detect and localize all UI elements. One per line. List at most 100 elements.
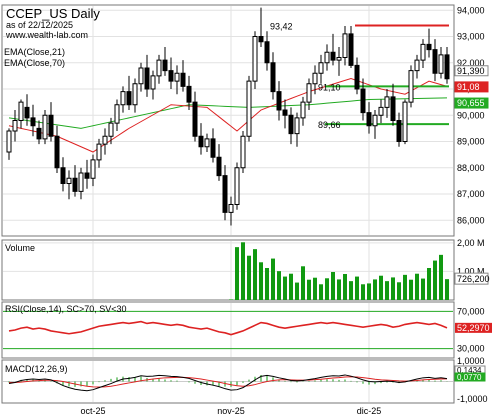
volume-bar [253,249,257,300]
candle-body [72,177,78,192]
rsi-series [3,310,453,350]
volume-bar [397,282,401,300]
candle-body [186,85,192,103]
last-value-label: 90,655 [457,98,485,108]
volume-title: Volume [5,243,35,253]
price-annotation: 91,10 [318,82,341,92]
candle-body [294,117,300,135]
candle-body [354,64,360,90]
volume-bar [391,277,395,300]
candle-body [42,114,48,140]
candle-body [48,114,54,137]
volume-bar [337,279,341,300]
volume-bar [235,247,239,300]
candle-body [384,96,390,108]
candle-body [360,88,366,114]
macd-line [8,374,448,392]
last-value-labels: 91,390 91,08 90,655 726,200 52,2970 0,14340,0… [454,65,492,382]
candle-body [24,106,30,119]
candle-body [102,135,108,145]
volume-bar [325,278,329,300]
price-tick-label: 87,000 [457,189,485,199]
volume-bars [229,242,449,300]
candle-body [252,36,258,82]
candle-body [78,172,84,192]
volume-bar [343,274,347,300]
macd-last-label: 0,1434 [457,366,482,375]
candle-body [390,96,396,121]
macd-last-label: 0,0770 [457,373,482,382]
candle-body [228,204,234,213]
candle-body [414,59,420,72]
price-tick-label: 89,000 [457,137,485,147]
price-annotation: 89,66 [318,120,341,130]
macd-tick-label: -1,0000 [457,394,488,404]
candle-body [282,109,288,116]
candle-body [156,59,162,77]
candle-body [66,177,72,184]
candlesticks [6,7,450,226]
volume-bar [319,284,323,300]
candle-body [288,114,294,135]
candle-body [210,138,216,158]
volume-last-box [454,272,489,285]
candle-body [402,101,408,142]
candle-body [342,33,348,58]
volume-bar [229,299,233,300]
rsi-line [8,320,448,336]
volume-bar [349,281,353,300]
candle-body [330,51,336,61]
macd-signal-line [9,376,448,388]
candle-body [270,62,276,93]
volume-bar [295,282,299,300]
candle-body [240,135,246,169]
volume-last-label: 726,200 [457,274,490,284]
last-value-label: 91,390 [457,66,485,76]
price-tick-label: 90,000 [457,110,485,120]
candle-body [6,130,12,153]
volume-tick-label: 2,00 M [457,238,485,248]
price-pane [1,4,455,237]
rsi-tick-label: 70,000 [457,306,485,316]
candle-body [246,80,252,137]
macd-series [8,374,448,392]
candle-body [438,54,444,74]
price-tick-label: 94,000 [457,5,485,15]
last-value-box [454,97,489,109]
candle-body [60,167,66,184]
as-of-date: as of 22/12/2025 [6,20,73,30]
candle-body [372,114,378,127]
candle-body [192,101,198,137]
volume-bar [433,260,437,300]
last-value-box [454,65,489,77]
candle-body [120,91,126,106]
candle-body [36,127,42,140]
price-tick-label: 86,000 [457,215,485,225]
candle-body [312,72,318,85]
price-tick-label: 92,000 [457,58,485,68]
candle-body [306,83,312,103]
volume-bar [427,268,431,300]
candle-body [198,135,204,148]
volume-bar [313,277,317,300]
support-resistance-levels [325,24,449,126]
price-tick-label: 88,000 [457,163,485,173]
volume-bar [421,278,425,300]
macd-title: MACD(12,26,9) [5,364,68,374]
volume-bar [403,274,407,300]
volume-bar [445,279,449,300]
volume-bar [259,262,263,300]
price-axis: 94,00093,00092,00091,00090,00089,00088,0… [457,5,488,404]
candle-body [378,106,384,116]
candle-body [222,175,228,213]
candle-body [258,36,264,43]
volume-bar [277,271,281,300]
volume-bar [385,281,389,300]
candle-body [444,54,450,80]
candle-body [348,33,354,66]
date-tick-label: oct-25 [80,406,105,416]
volume-bar [265,268,269,300]
candle-body [84,172,90,179]
candle-body [366,112,372,127]
